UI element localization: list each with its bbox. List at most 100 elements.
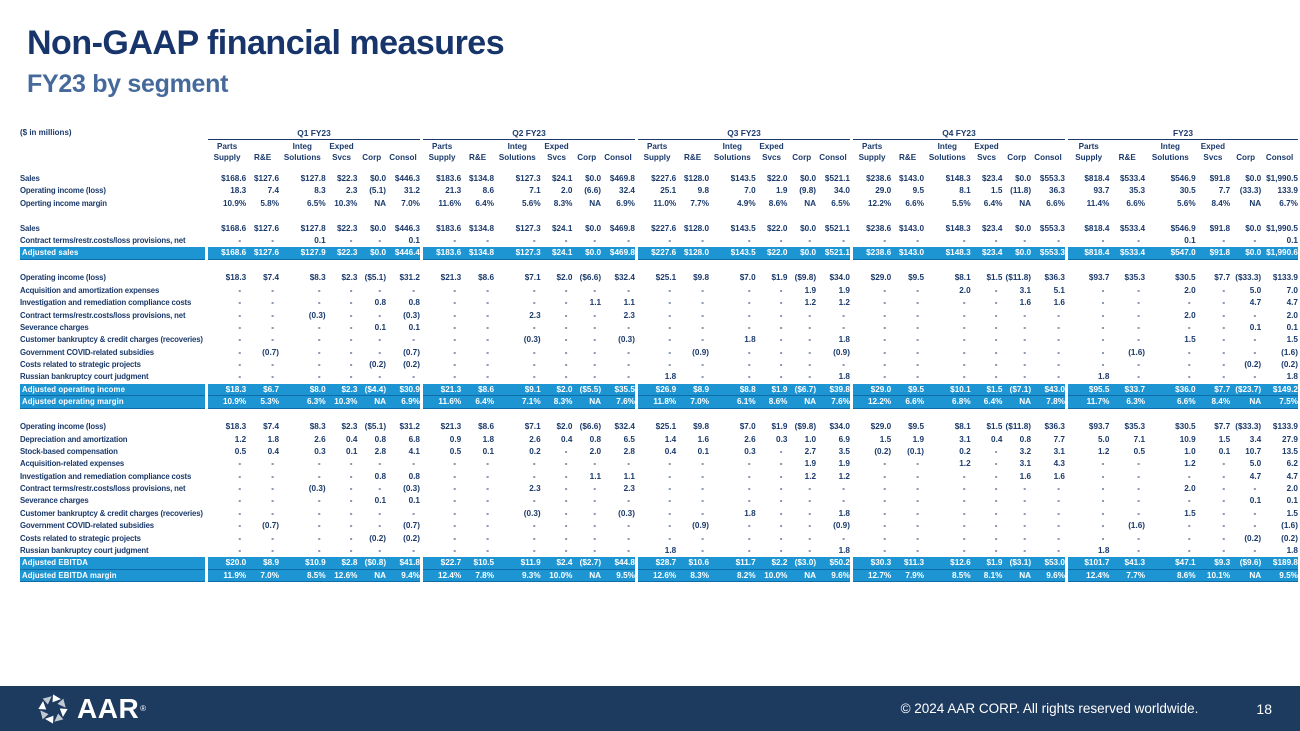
- period-group: - - (0.3) - - (0.3): [208, 483, 420, 495]
- cell: 21.3: [445, 186, 462, 196]
- segment-header-line1: [601, 142, 635, 153]
- spacer-row: [20, 210, 1297, 223]
- cell: 1.5: [991, 186, 1003, 196]
- cell: 3.2: [1019, 446, 1032, 456]
- cell: $143.5: [730, 223, 756, 233]
- cell: 11.0%: [653, 198, 677, 208]
- cell: -: [564, 533, 568, 543]
- period-group: ------: [208, 334, 420, 346]
- cell: ($11.8): [1005, 422, 1032, 432]
- segment-column-headers: Parts Supply R&E Integ Solutions Exped Svcs Cor…: [208, 142, 420, 163]
- cell: 3.1: [1019, 285, 1032, 295]
- period-group: ------: [638, 495, 850, 507]
- cell: -: [1187, 372, 1191, 382]
- cell: -: [668, 335, 672, 345]
- cell: (0.9): [833, 347, 850, 357]
- cell: $0.0: [800, 223, 817, 233]
- period-group: $168.6 $127.6 $127.8 $22.3 $0.0 $446.3: [208, 173, 420, 185]
- cell: -: [1101, 508, 1105, 518]
- cell: -: [349, 310, 353, 320]
- cell: -: [238, 471, 242, 481]
- cell: -: [1222, 322, 1226, 332]
- period-group: - (0.9) - - - (0.9): [638, 520, 850, 532]
- cell: 0.5: [1133, 446, 1146, 456]
- segment-column-header: Exped Svcs: [756, 142, 788, 163]
- period-group: $20.0 $8.9 $10.9 $2.8 ($0.8) $41.8: [208, 557, 420, 570]
- cell: $22.0: [766, 248, 788, 258]
- cell: -: [532, 521, 536, 531]
- cell: $7.7: [1214, 422, 1231, 432]
- cell: $469.8: [609, 223, 635, 233]
- cell: 34.0: [834, 186, 850, 196]
- period-group: - - 2.3 - - 2.3: [423, 483, 635, 495]
- cell: -: [808, 310, 812, 320]
- cell: -: [238, 546, 242, 556]
- cell: -: [962, 546, 966, 556]
- period-group: 1.8 - - - - 1.8: [638, 545, 850, 557]
- cell: -: [593, 372, 597, 382]
- period-group: 11.6% 6.4% 7.1% 8.3% NA 7.6%: [423, 396, 635, 409]
- cell: -: [962, 322, 966, 332]
- cell: -: [1187, 471, 1191, 481]
- cell: -: [271, 459, 275, 469]
- cell: 12.2%: [867, 198, 892, 208]
- row-label: Russian bankruptcy court judgment: [20, 372, 149, 382]
- cell: $34.0: [829, 273, 850, 283]
- period-group: - - - - 1.6 1.6: [853, 297, 1065, 309]
- cell: $127.8: [300, 223, 326, 233]
- cell: 1.8: [838, 335, 850, 345]
- row-label: Costs related to strategic projects: [20, 533, 141, 543]
- cell: -: [486, 546, 490, 556]
- period-underline: [853, 139, 1065, 140]
- cell: 11.4%: [1086, 198, 1110, 208]
- cell: -: [349, 335, 353, 345]
- period-group: 10.9% 5.8% 6.5% 10.3% NA 7.0%: [208, 198, 420, 210]
- cell: -: [453, 285, 457, 295]
- cell: -: [1253, 508, 1257, 518]
- segment-header-line2: Supply: [643, 152, 671, 162]
- cell: $128.0: [683, 248, 710, 258]
- cell: -: [883, 347, 887, 357]
- cell: -: [1137, 533, 1141, 543]
- cell: -: [668, 236, 672, 246]
- cell: -: [1187, 360, 1191, 370]
- cell: -: [1222, 546, 1226, 556]
- cell: -: [271, 298, 275, 308]
- cell: -: [962, 521, 966, 531]
- cell: 9.5%: [1279, 570, 1298, 580]
- cell: (9.8): [799, 186, 817, 196]
- segment-header-line2: Corp: [1236, 152, 1256, 162]
- segment-header-line2: R&E: [469, 152, 487, 162]
- period-group: 12.4% 7.8% 9.3% 10.0% NA 9.5%: [423, 569, 635, 583]
- cell: 1.8: [744, 508, 756, 518]
- cell: 8.6%: [768, 198, 788, 208]
- cell: 1.6: [1019, 298, 1032, 308]
- table-row: Sales $168.6 $127.6 $127.8 $22.3 $0.0 $446.3 $1…: [20, 223, 1298, 235]
- period-group: 1.4 1.6 2.6 0.3 1.0 6.9: [638, 434, 850, 446]
- period-group: $30.3 $11.3 $12.6 $1.9 ($3.1) $53.0: [853, 557, 1065, 570]
- cell: $818.4: [1084, 223, 1110, 233]
- cell: 9.8: [697, 186, 710, 196]
- segment-header-line1: Integ: [722, 142, 742, 151]
- cell: 7.4: [267, 186, 280, 196]
- cell: (0.2): [1281, 360, 1298, 370]
- cell: -: [701, 310, 705, 320]
- cell: $29.0: [870, 273, 892, 283]
- cell: 1.6: [697, 434, 710, 444]
- cell: -: [1023, 533, 1027, 543]
- cell: NA: [1019, 198, 1032, 208]
- cell: -: [668, 310, 672, 320]
- cell: 1.1: [589, 471, 602, 481]
- cell: -: [883, 335, 887, 345]
- cell: -: [1101, 471, 1105, 481]
- cell: -: [1187, 347, 1191, 357]
- cell: -: [668, 298, 672, 308]
- segment-column-headers: Parts Supply R&E Integ Solutions Exped Svcs Cor…: [1068, 142, 1298, 163]
- cell: 6.9: [838, 434, 850, 444]
- cell: -: [779, 446, 783, 456]
- cell: 1.4: [664, 434, 677, 444]
- cell: -: [916, 298, 920, 308]
- cell: -: [779, 546, 783, 556]
- cell: (0.2): [874, 446, 892, 456]
- period-group: $29.0 $9.5 $10.1 $1.5 ($7.1) $43.0: [853, 383, 1065, 397]
